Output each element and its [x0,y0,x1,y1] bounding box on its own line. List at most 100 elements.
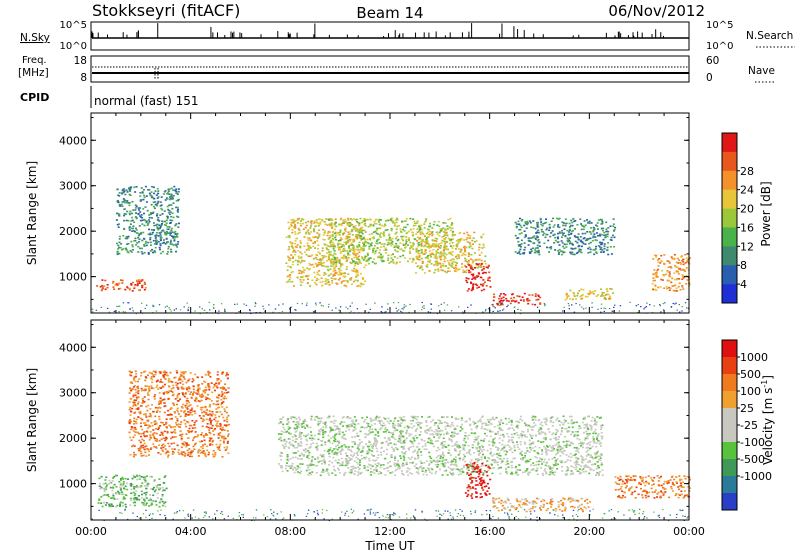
range-cell [118,311,119,312]
range-cell [496,303,498,305]
range-cell [674,279,676,281]
range-cell [385,311,386,312]
range-cell [134,287,136,289]
range-cell [357,263,359,265]
range-cell [566,298,568,300]
range-cell [462,269,464,271]
range-cell [120,489,122,491]
range-cell [465,260,467,262]
range-cell [438,246,440,248]
range-cell [483,289,485,291]
range-cell [164,399,166,401]
range-cell [439,232,441,234]
range-cell [340,243,342,245]
range-cell [157,201,159,203]
range-cell [168,232,170,234]
range-cell [323,305,324,306]
range-cell [131,228,133,230]
range-cell [123,209,125,211]
range-cell [604,237,606,239]
range-cell [328,256,330,258]
range-cell [153,446,155,448]
range-cell [601,234,603,236]
range-cell [132,437,134,439]
range-cell [445,257,447,259]
range-cell [519,469,521,471]
range-cell [141,240,143,242]
range-cell [168,212,170,214]
range-cell [531,437,533,439]
range-cell [382,256,384,258]
range-cell [195,420,197,422]
range-cell [520,246,522,248]
range-cell [575,303,576,304]
range-cell [216,444,218,446]
range-cell [312,236,314,238]
range-cell [355,276,357,278]
range-cell [420,244,422,246]
range-cell [478,259,480,261]
range-cell [298,273,300,275]
range-cell [501,430,503,432]
range-cell [113,288,115,290]
range-cell [334,250,336,252]
range-cell [163,242,165,244]
range-cell [457,418,459,420]
range-cell [356,236,358,238]
range-cell [518,252,520,254]
range-cell [388,238,390,240]
range-cell [297,264,299,266]
range-cell [140,487,142,489]
range-cell [361,227,363,229]
range-cell [291,244,293,246]
range-cell [187,303,188,304]
range-cell [427,255,429,257]
range-cell [476,285,478,287]
range-cell [487,277,489,279]
range-cell [512,300,514,302]
range-cell [154,416,156,418]
range-cell [162,422,164,424]
range-cell [445,248,447,250]
range-cell [447,304,448,305]
range-cell [315,257,317,259]
range-cell [674,254,676,256]
range-cell [537,245,539,247]
range-cell [211,411,213,413]
range-cell [193,385,195,387]
range-cell [572,230,574,232]
range-cell [612,292,614,294]
range-cell [338,274,340,276]
range-cell [354,261,356,263]
range-cell [370,244,372,246]
range-cell [321,277,323,279]
range-cell [160,501,162,503]
range-cell [227,453,229,455]
range-cell [191,456,193,458]
range-cell [492,304,494,306]
range-cell [206,450,208,452]
range-cell [597,309,598,310]
range-cell [353,226,355,228]
range-cell [164,371,166,373]
range-cell [463,239,465,241]
range-cell [522,296,524,298]
range-cell [177,420,179,422]
range-cell [472,262,474,264]
range-cell [535,247,537,249]
range-cell [676,270,678,272]
range-cell [472,289,474,291]
range-cell [141,494,143,496]
range-cell [411,232,413,234]
range-cell [325,266,327,268]
range-cell [423,305,424,306]
range-cell [176,233,178,235]
range-cell [404,257,406,259]
range-cell [603,308,604,309]
range-cell [396,222,398,224]
range-cell [431,309,432,310]
range-cell [117,245,119,247]
range-cell [469,271,471,273]
range-cell [171,251,173,253]
